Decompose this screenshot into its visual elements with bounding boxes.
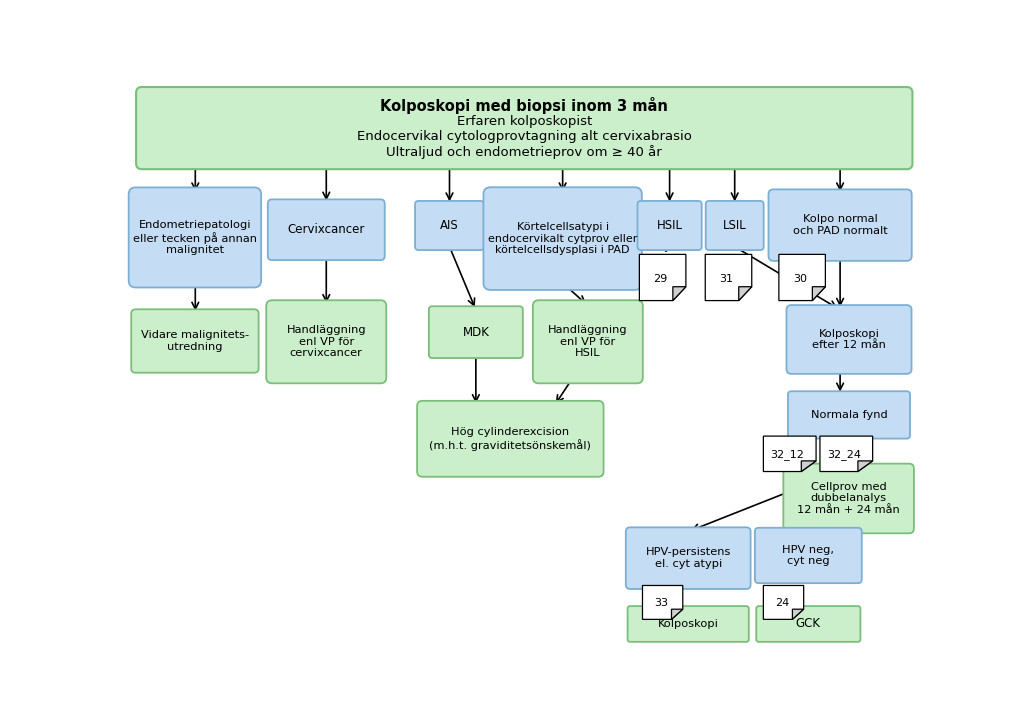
- Text: AIS: AIS: [440, 219, 459, 232]
- Text: 33: 33: [654, 598, 668, 609]
- FancyBboxPatch shape: [417, 401, 604, 477]
- Text: HPV-persistens
el. cyt atypi: HPV-persistens el. cyt atypi: [646, 547, 730, 569]
- FancyBboxPatch shape: [627, 606, 749, 642]
- Polygon shape: [705, 255, 752, 301]
- Polygon shape: [739, 287, 752, 301]
- Text: Hög cylinderexcision
(m.h.t. graviditetsönskemål): Hög cylinderexcision (m.h.t. graviditets…: [430, 427, 591, 451]
- Text: Handläggning
enl VP för
HSIL: Handläggning enl VP för HSIL: [548, 325, 628, 358]
- FancyBboxPatch shape: [626, 527, 751, 589]
- Polygon shape: [793, 609, 804, 619]
- Polygon shape: [639, 255, 685, 301]
- FancyBboxPatch shape: [131, 309, 259, 373]
- Text: Erfaren kolposkopist: Erfaren kolposkopist: [456, 115, 592, 128]
- Polygon shape: [779, 255, 826, 301]
- FancyBboxPatch shape: [768, 190, 911, 261]
- Text: Cervixcancer: Cervixcancer: [287, 224, 365, 236]
- FancyBboxPatch shape: [136, 87, 913, 169]
- Text: Endometriepatologi
eller tecken på annan
malignitet: Endometriepatologi eller tecken på annan…: [133, 220, 257, 255]
- Polygon shape: [642, 585, 682, 619]
- Text: Kolposkopi
efter 12 mån: Kolposkopi efter 12 mån: [812, 329, 886, 350]
- Text: Körtelcellsatypi i
endocervikalt cytprov eller
körtelcellsdysplasi i PAD: Körtelcellsatypi i endocervikalt cytprov…: [488, 222, 637, 255]
- Text: Ultraljud och endometrieprov om ≥ 40 år: Ultraljud och endometrieprov om ≥ 40 år: [387, 145, 662, 159]
- FancyBboxPatch shape: [129, 187, 261, 288]
- Text: Kolposkopi med biopsi inom 3 mån: Kolposkopi med biopsi inom 3 mån: [381, 97, 668, 114]
- Polygon shape: [671, 609, 682, 619]
- Text: Kolpo normal
och PAD normalt: Kolpo normal och PAD normalt: [793, 214, 888, 236]
- Polygon shape: [820, 436, 873, 472]
- FancyBboxPatch shape: [755, 528, 861, 583]
- FancyBboxPatch shape: [706, 201, 764, 250]
- Text: LSIL: LSIL: [723, 219, 747, 232]
- Text: HSIL: HSIL: [657, 219, 682, 232]
- Text: GCK: GCK: [796, 617, 820, 630]
- Text: 32_24: 32_24: [827, 449, 861, 460]
- Text: Cellprov med
dubbelanalys
12 mån + 24 mån: Cellprov med dubbelanalys 12 mån + 24 må…: [797, 482, 900, 515]
- Text: Handläggning
enl VP för
cervixcancer: Handläggning enl VP för cervixcancer: [286, 325, 366, 358]
- FancyBboxPatch shape: [756, 606, 860, 642]
- FancyBboxPatch shape: [533, 300, 642, 384]
- Polygon shape: [763, 436, 816, 472]
- Polygon shape: [673, 287, 685, 301]
- Text: HPV neg,
cyt neg: HPV neg, cyt neg: [783, 544, 835, 566]
- Polygon shape: [763, 585, 804, 619]
- Text: Endocervikal cytologprovtagning alt cervixabrasio: Endocervikal cytologprovtagning alt cerv…: [357, 130, 692, 143]
- FancyBboxPatch shape: [268, 200, 385, 260]
- Polygon shape: [812, 287, 826, 301]
- FancyBboxPatch shape: [266, 300, 387, 384]
- Polygon shape: [801, 461, 816, 472]
- FancyBboxPatch shape: [784, 464, 914, 534]
- Text: 30: 30: [793, 274, 807, 284]
- FancyBboxPatch shape: [484, 187, 641, 290]
- Text: 24: 24: [774, 598, 789, 609]
- Text: Normala fynd: Normala fynd: [810, 410, 887, 420]
- FancyBboxPatch shape: [637, 201, 702, 250]
- Text: 32_12: 32_12: [770, 449, 804, 460]
- Polygon shape: [858, 461, 873, 472]
- Text: 31: 31: [719, 274, 733, 284]
- Text: Vidare malignitets-
utredning: Vidare malignitets- utredning: [141, 330, 249, 352]
- FancyBboxPatch shape: [415, 201, 484, 250]
- FancyBboxPatch shape: [788, 392, 910, 438]
- FancyBboxPatch shape: [429, 306, 523, 358]
- Text: 29: 29: [654, 274, 668, 284]
- Text: Kolposkopi: Kolposkopi: [658, 619, 718, 629]
- FancyBboxPatch shape: [787, 305, 911, 374]
- Text: MDK: MDK: [462, 326, 489, 339]
